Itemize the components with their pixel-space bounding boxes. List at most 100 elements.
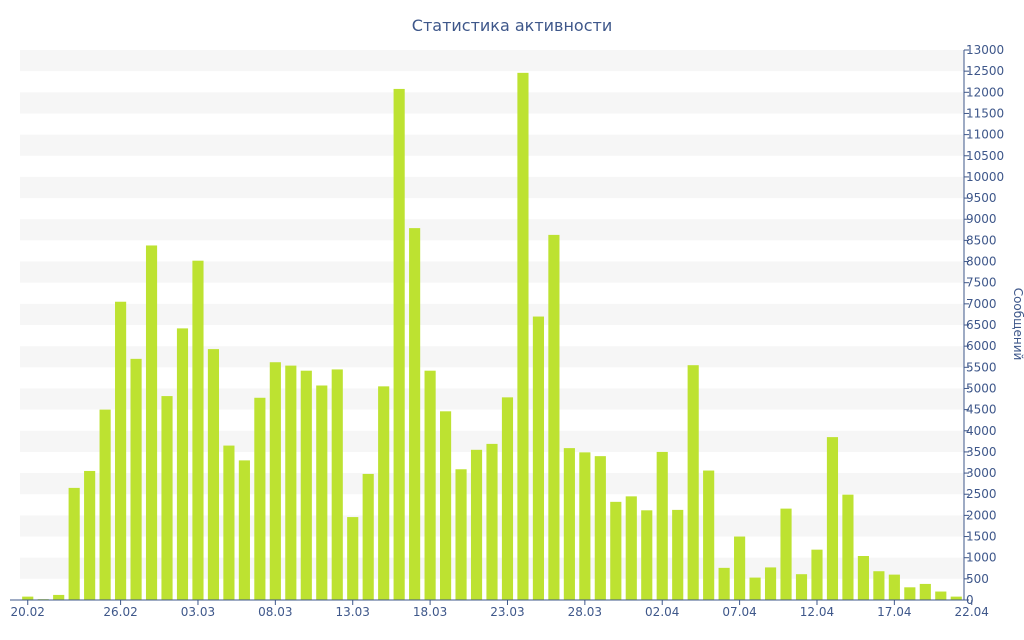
bar — [857, 556, 869, 600]
y-axis: 0 500 1000 1500 2000 2500 3000 3500 4000 4500 5000… — [963, 43, 1004, 607]
bar — [176, 328, 189, 600]
bar — [687, 365, 699, 600]
bar — [795, 574, 808, 600]
bar — [409, 228, 421, 600]
bar — [84, 470, 96, 600]
bar — [780, 508, 792, 600]
y-tick-label: 3500 — [966, 445, 997, 459]
grid-band — [20, 303, 964, 325]
x-tick-label: 23.03 — [490, 605, 524, 619]
x-tick-label: 08.03 — [258, 605, 292, 619]
y-tick-label: 8000 — [966, 255, 997, 269]
chart-title: Статистика активности — [412, 16, 612, 35]
bar — [610, 501, 622, 600]
y-tick-label: 5000 — [966, 381, 997, 395]
x-tick-label: 12.04 — [800, 605, 834, 619]
bar-series — [22, 72, 962, 601]
bar — [22, 596, 34, 600]
x-tick-label: 07.04 — [722, 605, 756, 619]
bar — [161, 396, 173, 600]
bar — [440, 411, 452, 600]
bar — [563, 448, 575, 600]
bar — [904, 587, 916, 600]
bar — [501, 397, 514, 600]
bar — [316, 385, 328, 600]
bar — [254, 397, 266, 600]
bar — [548, 234, 560, 600]
y-tick-label: 10000 — [966, 170, 1004, 184]
bar — [734, 536, 746, 600]
bar — [594, 456, 606, 600]
y-tick-label: 1000 — [966, 551, 997, 565]
y-tick-label: 4000 — [966, 424, 997, 438]
grid-band — [20, 346, 964, 368]
bar — [641, 510, 653, 600]
bar — [764, 567, 777, 600]
bar — [455, 469, 467, 600]
y-tick-label: 10500 — [966, 149, 1004, 163]
bar — [269, 362, 281, 600]
bar — [393, 88, 405, 600]
bar — [826, 437, 839, 600]
y-tick-label: 12000 — [966, 85, 1004, 99]
y-tick-label: 11500 — [966, 106, 1004, 120]
y-tick-label: 6000 — [966, 339, 997, 353]
grid-band — [20, 134, 964, 156]
bar — [115, 301, 127, 600]
bar — [656, 451, 668, 600]
y-tick-label: 0 — [966, 593, 974, 607]
y-axis-label: Сообщений — [1011, 288, 1024, 361]
bar — [362, 473, 374, 600]
bar — [703, 470, 715, 600]
bar — [300, 370, 312, 600]
bar — [950, 596, 962, 600]
bar — [935, 591, 947, 600]
bar — [145, 245, 158, 600]
bar — [842, 494, 854, 600]
grid-band — [20, 176, 964, 199]
bar — [223, 445, 235, 600]
bar — [718, 567, 730, 600]
x-tick-label: 17.04 — [877, 605, 911, 619]
bar — [238, 460, 250, 600]
grid-band — [20, 50, 964, 72]
y-tick-label: 11000 — [966, 128, 1004, 142]
bar — [625, 496, 637, 600]
y-tick-label: 12500 — [966, 64, 1004, 78]
bar — [285, 365, 297, 600]
y-tick-label: 9000 — [966, 212, 997, 226]
y-tick-label: 2000 — [966, 508, 997, 522]
bar — [579, 452, 591, 600]
y-tick-label: 9500 — [966, 191, 997, 205]
x-tick-label: 03.03 — [181, 605, 215, 619]
x-tick-label: 22.04 — [955, 605, 989, 619]
x-tick-label: 02.04 — [645, 605, 679, 619]
y-tick-label: 8500 — [966, 233, 997, 247]
bar — [192, 260, 204, 600]
grid-bands — [20, 50, 964, 579]
bar — [532, 316, 544, 600]
y-tick-label: 6500 — [966, 318, 997, 332]
bar — [378, 386, 390, 600]
grid-band — [20, 219, 964, 241]
bar — [888, 574, 900, 600]
bar — [53, 594, 65, 600]
bar — [68, 487, 80, 600]
bar — [919, 583, 931, 600]
bar — [331, 369, 343, 600]
y-tick-label: 500 — [966, 572, 989, 586]
bar — [470, 449, 483, 600]
bar — [749, 577, 761, 600]
x-tick-label: 13.03 — [336, 605, 370, 619]
bar — [811, 549, 823, 600]
bar — [347, 517, 359, 600]
bar — [424, 370, 436, 600]
bar — [99, 409, 111, 600]
y-tick-label: 13000 — [966, 43, 1004, 57]
y-tick-label: 2500 — [966, 487, 997, 501]
grid-band — [20, 92, 964, 114]
bar — [672, 509, 684, 600]
x-tick-label: 28.03 — [568, 605, 602, 619]
